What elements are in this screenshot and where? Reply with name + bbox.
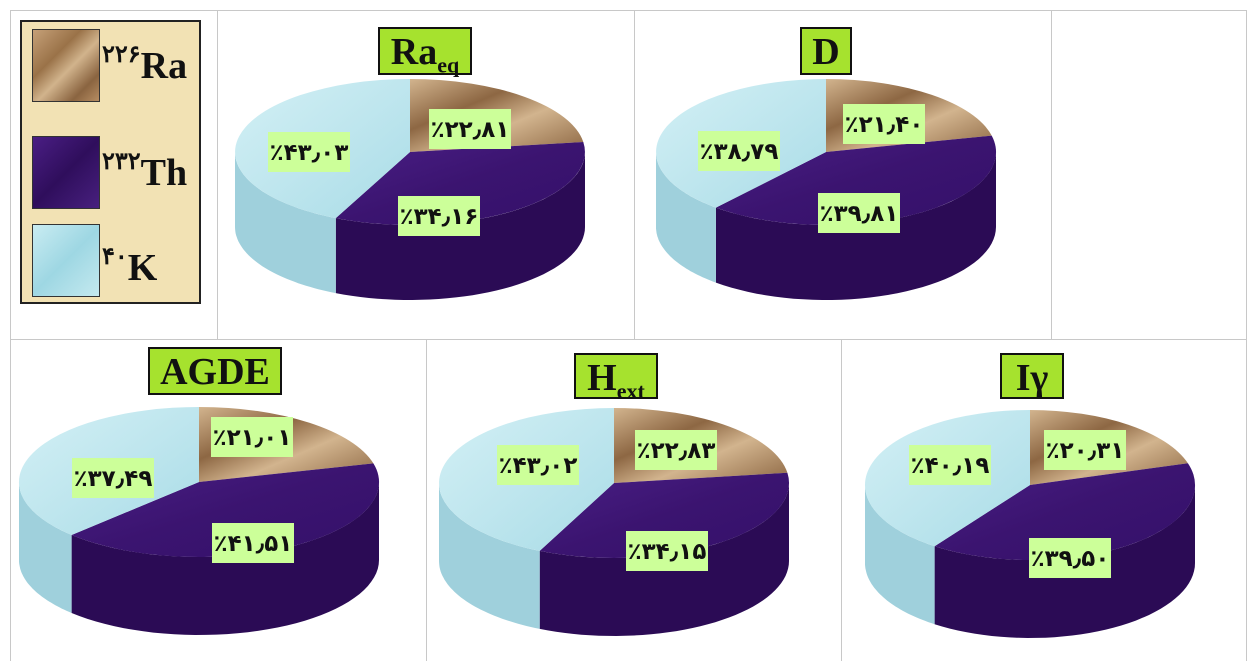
title-main-raeq: Ra [390,31,438,73]
legend-el-th: Th [140,152,188,194]
title-main-agde: AGDE [160,351,270,393]
empty-cell [1051,10,1247,340]
legend: ۲۲۶Ra ۲۳۲Th ۴۰K [20,20,201,304]
th-swatch [32,136,100,209]
title-sub-hext: ext [616,378,645,404]
chart-title-hext: Hext [574,353,658,402]
legend-el-k: K [127,247,158,289]
chart-title-agde: AGDE [148,347,282,395]
title-main-igamma: Iγ [1015,357,1049,399]
chart-title-d: D [800,27,852,75]
legend-label-ra: ۲۲۶Ra [102,43,188,87]
title-main-hext: H [587,357,617,399]
k-swatch [32,224,100,297]
title-sub-raeq: eq [437,52,460,78]
ra-swatch [32,29,100,102]
chart-title-igamma: Iγ [1000,353,1064,399]
title-main-d: D [812,31,840,73]
legend-label-k: ۴۰K [102,245,158,289]
chart-title-raeq: Raeq [378,27,472,78]
legend-el-ra: Ra [140,45,188,87]
legend-sup-th: ۲۳۲ [102,149,141,176]
legend-sup-ra: ۲۲۶ [102,42,141,69]
legend-sup-k: ۴۰ [102,244,128,271]
legend-label-th: ۲۳۲Th [102,150,188,194]
